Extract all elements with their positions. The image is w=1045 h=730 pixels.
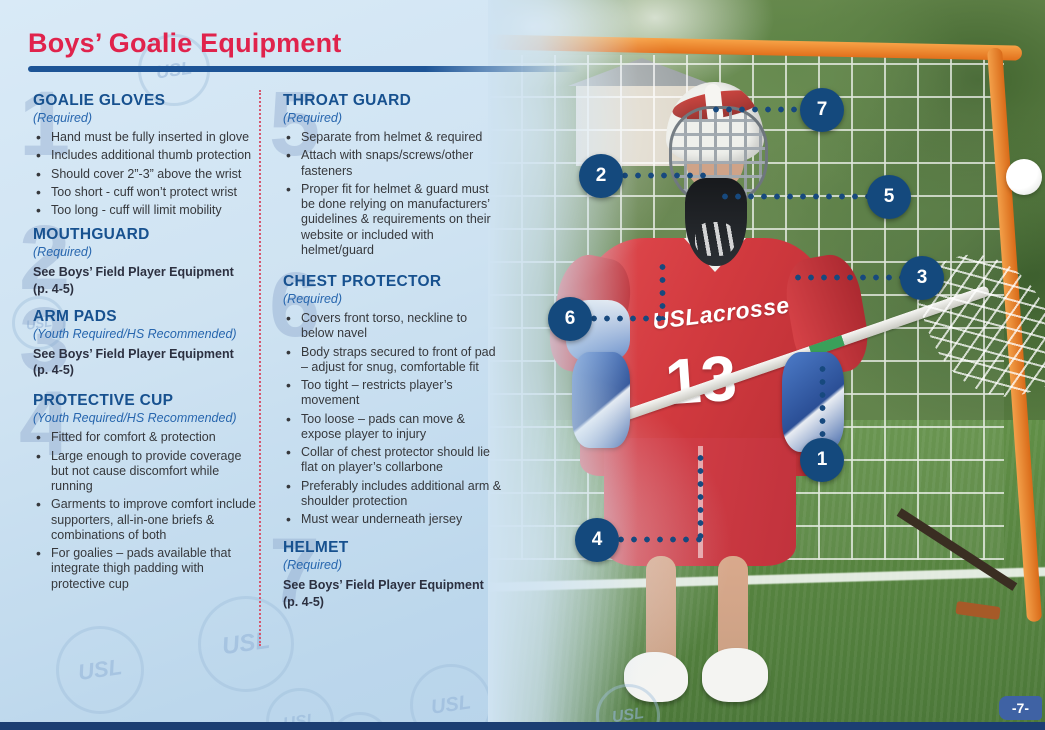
section-note: See Boys’ Field Player Equipment (p. 4-5… bbox=[283, 578, 484, 609]
bullet-item: Fitted for comfort & protection bbox=[33, 429, 257, 446]
page-number-badge: -7- bbox=[998, 696, 1042, 720]
section-note: See Boys’ Field Player Equipment (p. 4-5… bbox=[33, 346, 234, 377]
bullet-list: Covers front torso, neckline to below na… bbox=[283, 310, 503, 528]
usl-watermark-badge: USL bbox=[56, 626, 144, 714]
callout-circle-helmet: 7 bbox=[800, 88, 844, 132]
callout-circle-chest-protector: 6 bbox=[548, 297, 592, 341]
callout-line-arm-pads bbox=[795, 274, 903, 281]
section-requirement: (Required) bbox=[33, 245, 93, 260]
bullet-item: Preferably includes additional arm & sho… bbox=[283, 478, 503, 510]
callout-circle-goalie-gloves: 1 bbox=[800, 438, 844, 482]
bullet-list: Separate from helmet & required Attach w… bbox=[283, 129, 503, 258]
section-title: THROAT GUARD bbox=[283, 92, 412, 109]
bottom-bar bbox=[0, 722, 1045, 730]
bullet-item: Includes additional thumb protection bbox=[33, 147, 257, 164]
section-requirement: (Required) bbox=[283, 111, 343, 125]
bullet-item: Too tight – restricts player’s movement bbox=[283, 377, 503, 409]
section-chest-protector: 6 CHEST PROTECTOR (Required) Covers fron… bbox=[269, 259, 503, 528]
title-rule bbox=[28, 66, 580, 72]
bullet-item: For goalies – pads available that integr… bbox=[33, 545, 257, 592]
callout-line-goalie-gloves bbox=[819, 366, 826, 441]
bullet-item: Too long - cuff will limit mobility bbox=[33, 202, 257, 219]
section-requirement: (Required) bbox=[283, 292, 343, 306]
usl-watermark-badge: USL bbox=[198, 596, 294, 692]
bullet-item: Too short - cuff won’t protect wrist bbox=[33, 184, 257, 201]
section-arm-pads: 3 ARM PADS (Youth Required/HS Recommende… bbox=[19, 294, 257, 386]
column-separator bbox=[259, 90, 261, 646]
section-helmet: 7 HELMET (Required) See Boys’ Field Play… bbox=[269, 525, 503, 617]
bullet-item: Collar of chest protector should lie fla… bbox=[283, 444, 503, 476]
bullet-item: Attach with snaps/screws/other fasteners bbox=[283, 147, 503, 179]
callout-circle-mouthguard: 2 bbox=[579, 154, 623, 198]
bullet-item: Garments to improve comfort include supp… bbox=[33, 496, 257, 543]
bullet-item: Must wear underneath jersey bbox=[283, 511, 503, 528]
section-title: GOALIE GLOVES bbox=[33, 92, 166, 109]
callout-line-mouthguard bbox=[622, 172, 710, 179]
section-requirement: (Youth Required/HS Recommended) bbox=[33, 411, 237, 426]
bullet-item: Covers front torso, neckline to below na… bbox=[283, 310, 503, 342]
section-mouthguard: 2 MOUTHGUARD (Required) See Boys’ Field … bbox=[19, 212, 257, 304]
column-middle: 5 THROAT GUARD (Required) Separate from … bbox=[269, 78, 503, 617]
callout-line-chest-protector-vertical bbox=[659, 264, 666, 320]
section-title: HELMET bbox=[283, 539, 349, 557]
section-title: MOUTHGUARD bbox=[33, 226, 150, 244]
section-requirement: (Required) bbox=[33, 111, 93, 125]
usl-watermark-badge: USL bbox=[12, 296, 66, 350]
callout-line-helmet bbox=[713, 106, 805, 113]
section-requirement: (Required) bbox=[283, 558, 343, 573]
bullet-list: Hand must be fully inserted in glove Inc… bbox=[33, 129, 257, 219]
callout-line-throat-guard bbox=[722, 193, 870, 200]
section-title: CHEST PROTECTOR bbox=[283, 273, 442, 290]
callout-circle-arm-pads: 3 bbox=[900, 256, 944, 300]
bullet-item: Separate from helmet & required bbox=[283, 129, 503, 146]
photo-left-fade bbox=[488, 0, 638, 722]
section-throat-guard: 5 THROAT GUARD (Required) Separate from … bbox=[269, 78, 503, 258]
usl-watermark-badge: USL bbox=[596, 684, 660, 730]
callout-line-protective-cup-vertical bbox=[697, 455, 704, 541]
bullet-item: Proper fit for helmet & guard must be do… bbox=[283, 181, 503, 258]
callout-line-protective-cup bbox=[618, 536, 702, 543]
section-protective-cup: 4 PROTECTIVE CUP (Youth Required/HS Reco… bbox=[19, 378, 257, 592]
bullet-item: Hand must be fully inserted in glove bbox=[33, 129, 257, 146]
bullet-item: Too loose – pads can move & expose playe… bbox=[283, 411, 503, 443]
bullet-list: Fitted for comfort & protection Large en… bbox=[33, 429, 257, 592]
section-title: PROTECTIVE CUP bbox=[33, 392, 174, 410]
section-title: ARM PADS bbox=[33, 307, 117, 325]
callout-circle-throat-guard: 5 bbox=[867, 175, 911, 219]
bullet-item: Should cover 2”-3” above the wrist bbox=[33, 165, 257, 182]
callout-line-chest-protector bbox=[591, 315, 665, 322]
section-requirement: (Youth Required/HS Recommended) bbox=[33, 326, 237, 341]
section-note: See Boys’ Field Player Equipment (p. 4-5… bbox=[33, 265, 234, 296]
callout-circle-protective-cup: 4 bbox=[575, 518, 619, 562]
bullet-item: Body straps secured to front of pad – ad… bbox=[283, 344, 503, 376]
column-left: 1 GOALIE GLOVES (Required) Hand must be … bbox=[19, 78, 257, 595]
bullet-item: Large enough to provide coverage but not… bbox=[33, 448, 257, 495]
section-goalie-gloves: 1 GOALIE GLOVES (Required) Hand must be … bbox=[19, 78, 257, 219]
usl-watermark-badge: USL bbox=[410, 664, 492, 730]
page-title: Boys’ Goalie Equipment bbox=[28, 28, 342, 58]
equipment-photo: USLacrosse 13 bbox=[488, 0, 1045, 722]
